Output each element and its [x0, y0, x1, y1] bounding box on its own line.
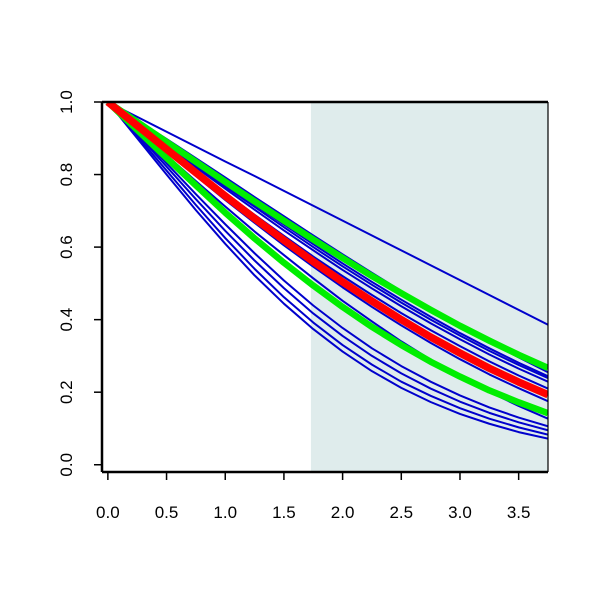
series-line-blue-10: [107, 102, 548, 428]
x-tick-label: 3.5: [507, 503, 531, 522]
series-line-green-14: [105, 102, 548, 417]
series-line-red-15: [105, 102, 548, 399]
series-group: [105, 102, 548, 440]
y-tick-label: 0.6: [57, 235, 76, 259]
y-tick-label: 0.2: [57, 380, 76, 404]
x-tick-label: 1.5: [272, 503, 296, 522]
series-line-green-13: [106, 102, 548, 371]
series-line-blue-9: [107, 102, 548, 432]
y-tick-label: 1.0: [57, 90, 76, 114]
x-tick-label: 2.5: [389, 503, 413, 522]
y-tick-label: 0.8: [57, 163, 76, 187]
axes: 0.0 0.5 1.0 1.5 2.0 2.5 3.0 3.5 0.0 0.2 0.4 0.6 0.8 1…: [57, 90, 549, 522]
y-tick-label: 0.4: [57, 308, 76, 332]
x-tick-label: 1.0: [213, 503, 237, 522]
series-line-blue-8: [107, 102, 548, 326]
x-tick-label: 3.0: [448, 503, 472, 522]
x-tick-label: 0.5: [155, 503, 179, 522]
plot-area: [105, 102, 548, 472]
x-tick-label: 0.0: [96, 503, 120, 522]
y-tick-label: 0.0: [57, 453, 76, 477]
x-tick-label: 2.0: [331, 503, 355, 522]
series-line-blue-11: [107, 102, 548, 436]
series-line-blue-12: [107, 102, 548, 440]
